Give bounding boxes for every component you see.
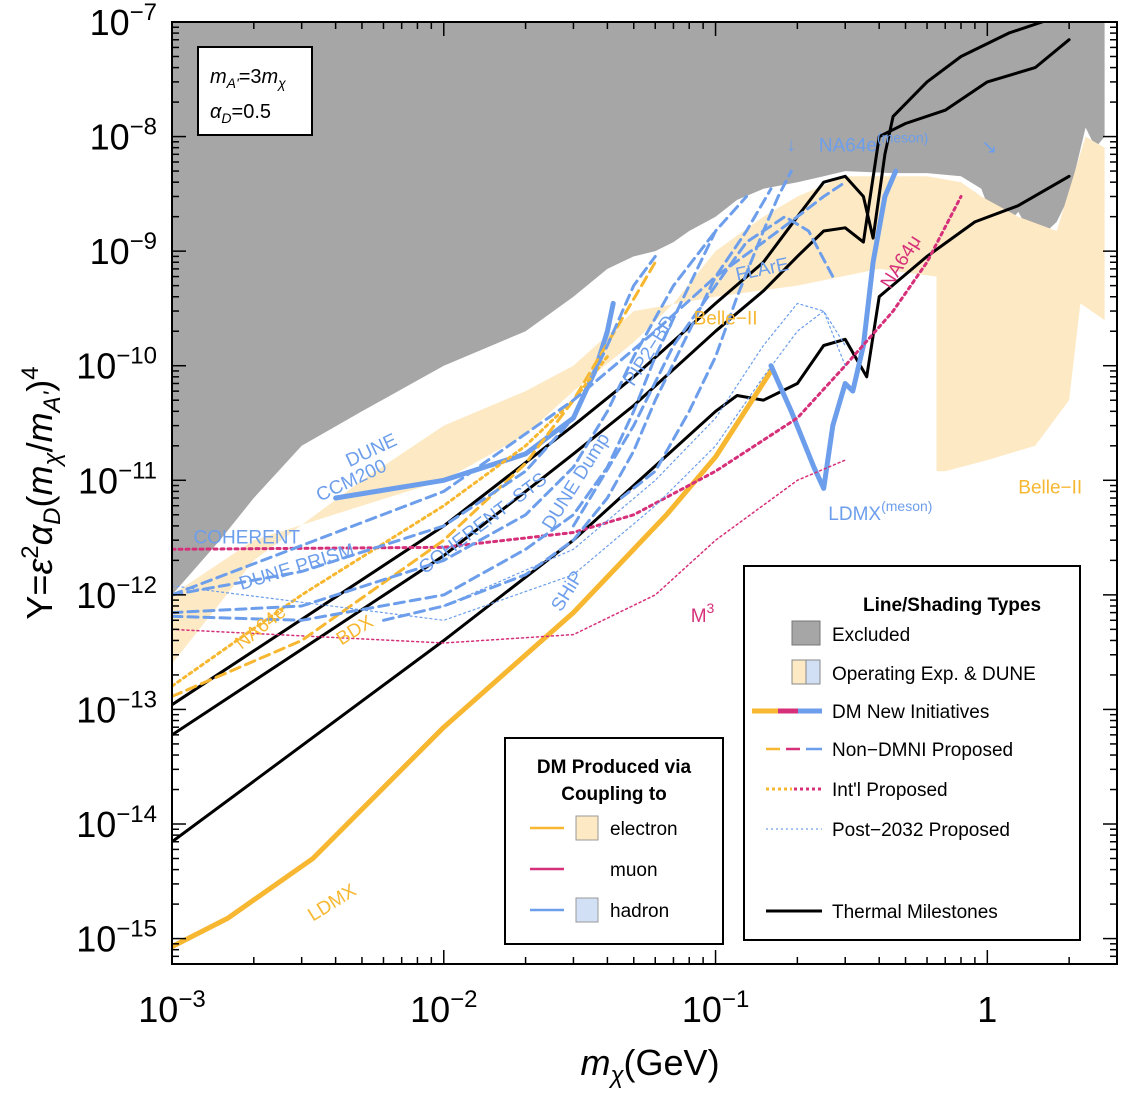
x-axis-label: mχ(GeV) <box>580 1042 719 1089</box>
legend-electron-label: electron <box>610 819 678 840</box>
param-alpha: αD=0.5 <box>210 101 271 126</box>
legend-coupling-title-2: Coupling to <box>561 784 667 805</box>
legend-types-title: Line/Shading Types <box>863 595 1041 616</box>
legend-post2032-label: Post−2032 Proposed <box>832 820 1010 841</box>
curve-post-2032-17 <box>172 310 846 621</box>
legend-operating-swatch-hadron <box>805 659 821 685</box>
x-tick-label: 1 <box>977 989 997 1030</box>
curves <box>172 22 1071 950</box>
y-tick-label: 10−15 <box>76 916 157 960</box>
annotation-ldmx: LDMX <box>304 880 360 926</box>
legend-coupling-title-1: DM Produced via <box>537 757 692 778</box>
x-tick-label: 10−2 <box>410 986 477 1030</box>
annotation-belle-ii: Belle−II <box>1018 477 1082 498</box>
annotation-ldmx-meson: LDMX(meson) <box>828 498 932 525</box>
curve-m3-7 <box>172 459 846 644</box>
annotation-coherent-sts: COHERENT−STS <box>415 469 551 579</box>
legend-excluded-label: Excluded <box>832 625 910 646</box>
curve-thermal-milestones-1 <box>172 38 1071 737</box>
annotation-: ↘ <box>981 137 997 158</box>
annotation-ship: SHiP <box>547 567 588 615</box>
legend-dmni-label: DM New Initiatives <box>832 702 989 723</box>
legend-coupling: DM Produced via Coupling to electron muo… <box>504 737 724 945</box>
y-tick-label: 10−7 <box>90 0 157 43</box>
curve-coherent-10 <box>172 254 657 597</box>
y-tick-label: 10−8 <box>90 114 157 158</box>
legend-electron-swatch <box>575 815 599 841</box>
y-axis-label: Y=ε2αD(mχ/mA')4 <box>17 366 66 619</box>
param-mass-ratio: mA'=3mχ <box>210 66 286 91</box>
x-tick-label: 10−1 <box>682 986 749 1030</box>
annotation-m3: M3 <box>691 600 715 627</box>
annotation-coherent: COHERENT <box>194 528 301 549</box>
legend-operating-swatch-electron <box>791 659 807 685</box>
y-tick-label: 10−13 <box>76 686 157 730</box>
parameter-box: mA'=3mχ αD=0.5 <box>197 46 313 136</box>
curve-flare-16 <box>172 180 847 597</box>
legend-thermal-label: Thermal Milestones <box>832 902 998 923</box>
curve-na64e-9 <box>172 355 609 688</box>
y-tick-label: 10−14 <box>76 801 157 845</box>
y-tick-label: 10−11 <box>78 457 157 501</box>
curve-bdx-8 <box>172 260 657 698</box>
annotation-bdx: BDX <box>333 611 378 650</box>
legend-hadron-label: hadron <box>610 901 669 922</box>
annotation-: ↓ <box>786 135 796 156</box>
x-tick-label: 10−3 <box>138 986 205 1030</box>
annotation-na64e-meson: NA64e(meson) <box>819 130 928 157</box>
region-excluded <box>172 22 1105 595</box>
curve-thermal-milestones-2 <box>172 174 1071 844</box>
y-tick-label: 10−9 <box>90 228 157 272</box>
curve-na64-6 <box>172 195 963 551</box>
legend-line-types: Line/Shading Types Excluded Operating Ex… <box>743 565 1081 941</box>
legend-excluded-swatch <box>791 620 821 646</box>
y-tick-label: 10−12 <box>76 572 157 616</box>
legend-operating-label: Operating Exp. & DUNE <box>832 664 1036 685</box>
legend-muon-label: muon <box>610 860 658 881</box>
curve-dune-dump-13 <box>382 187 773 622</box>
curve-ldmx-3 <box>172 368 774 950</box>
legend-intl-label: Int'l Proposed <box>832 780 948 801</box>
y-tick-label: 10−10 <box>76 343 157 387</box>
annotation-belle-ii: Belle−II <box>694 308 758 329</box>
legend-hadron-swatch <box>575 897 599 923</box>
curve-ship-15 <box>619 169 793 500</box>
curve-dune-prism-11 <box>172 229 718 615</box>
legend-nondmni-label: Non−DMNI Proposed <box>832 740 1013 761</box>
curve-thermal-milestones-0 <box>172 22 1047 707</box>
axis-ticks: 10−3 10−2 10−1 110−1510−1410−1310−1210−1110… <box>76 0 1118 1030</box>
plot-frame <box>171 21 1118 965</box>
curve-ldmx-meson-4 <box>768 168 899 491</box>
